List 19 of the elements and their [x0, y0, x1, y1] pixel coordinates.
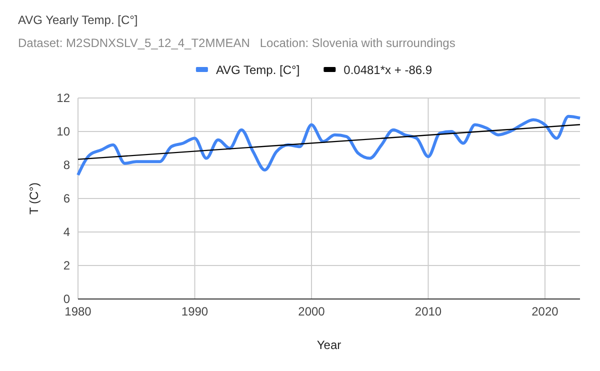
- y-axis-title: T (C°): [27, 182, 41, 214]
- y-tick-label: 6: [63, 191, 70, 206]
- chart-subtitle: Dataset: M2SDNXSLV_5_12_4_T2MMEAN Location: Slovenia with surroundings: [18, 36, 456, 50]
- x-axis-title: Year: [316, 338, 342, 352]
- x-tick-label: 1990: [181, 304, 208, 319]
- x-tick-label: 2010: [414, 304, 442, 319]
- x-tick-label: 2000: [298, 304, 326, 319]
- legend-label: 0.0481*x + -86.9: [344, 63, 432, 77]
- y-tick-label: 10: [56, 124, 70, 138]
- x-tick-label: 1980: [64, 304, 92, 319]
- x-tick-label: 2020: [532, 304, 559, 319]
- y-tick-label: 12: [56, 90, 70, 105]
- y-tick-label: 2: [63, 258, 70, 272]
- y-tick-label: 8: [63, 158, 70, 172]
- legend-label: AVG Temp. [C°]: [216, 63, 300, 77]
- y-tick-label: 0: [63, 292, 70, 306]
- line-series: [76, 114, 582, 177]
- chart-title: AVG Yearly Temp. [C°]: [18, 13, 138, 27]
- y-tick-label: 4: [63, 224, 70, 239]
